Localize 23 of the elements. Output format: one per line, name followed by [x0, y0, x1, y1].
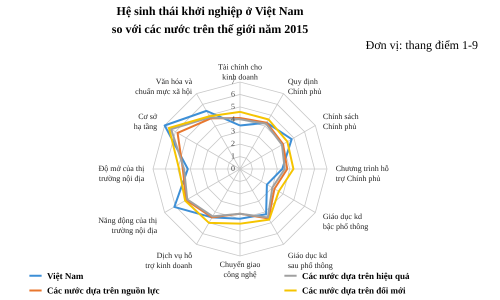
y-tick-label: 1 — [231, 152, 236, 161]
spoke-label: Quy định Chính phủ — [288, 77, 322, 96]
y-tick-label: 5 — [231, 102, 236, 111]
spoke-label: Năng động của thị trường nội địa — [98, 216, 158, 235]
spoke-label: Chương trình hỗ trợ Chính phủ — [336, 164, 389, 183]
y-tick-label: 3 — [231, 126, 236, 136]
spoke-label: Chuyển giao công nghệ — [220, 260, 260, 280]
chart-title: Hệ sinh thái khởi nghiệp ở Việt Nam so với các nước trên thế giới năm 2015 — [112, 4, 308, 36]
spoke-label: Văn hóa và chuẩn mực xã hội — [135, 77, 193, 96]
y-tick-label: 0 — [231, 164, 236, 173]
text: Đơn vị: thang điểm 1-9 — [366, 38, 478, 52]
spoke-label: Chính sách Chính phủ — [322, 112, 359, 132]
spoke-label: Dịch vụ hỗ trợ kinh doanh — [145, 250, 192, 270]
legend-label: Việt Nam — [47, 270, 84, 281]
y-tick-label: 6 — [231, 89, 236, 98]
legend-label: Các nước dựa trên hiệu quả — [302, 270, 410, 281]
spoke-label: Độ mở của thị trường nội địa — [98, 164, 146, 183]
legend-label: Các nước dựa trên nguồn lực — [47, 286, 160, 296]
spoke-label: Giáo dục kd bậc phổ thông — [322, 212, 368, 231]
spoke-label: Cơ sở hạ tầng — [134, 112, 158, 132]
y-tick-label: 2 — [231, 139, 236, 148]
legend-label: Các nước dựa trên đổi mới — [302, 286, 406, 296]
spoke-label: Giáo dục kd sau phổ thông — [288, 250, 333, 270]
